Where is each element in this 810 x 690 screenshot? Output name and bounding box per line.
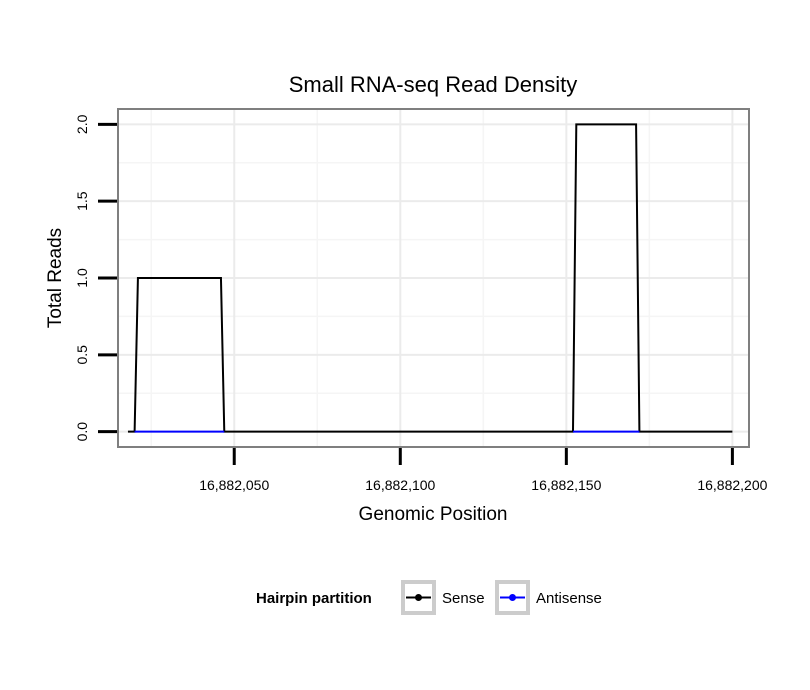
legend-item-sense: Sense	[401, 580, 485, 615]
x-tick-label: 16,882,150	[531, 477, 601, 493]
legend-key-point	[509, 594, 516, 601]
y-tick-label: 2.0	[74, 114, 90, 134]
y-tick-label: 0.0	[74, 422, 90, 442]
x-tick-label: 16,882,100	[365, 477, 435, 493]
y-tick-label: 0.5	[74, 345, 90, 365]
legend-label: Antisense	[536, 590, 602, 607]
legend: Hairpin partition Sense Antisense	[256, 580, 602, 615]
legend-item-antisense: Antisense	[495, 580, 602, 615]
chart-title: Small RNA-seq Read Density	[289, 72, 578, 97]
series-group	[127, 123, 733, 433]
legend-label: Sense	[442, 590, 485, 607]
series-sense-line	[127, 123, 733, 433]
x-tick-label: 16,882,050	[199, 477, 269, 493]
x-axis: 16,882,050 16,882,100 16,882,150 16,882,200	[199, 448, 768, 493]
y-tick-label: 1.0	[74, 268, 90, 288]
x-tick-label: 16,882,200	[697, 477, 767, 493]
y-axis-title: Total Reads	[45, 228, 66, 328]
y-tick-label: 1.5	[74, 191, 90, 211]
panel	[117, 108, 750, 448]
grid	[118, 109, 749, 447]
legend-items: Sense Antisense	[401, 580, 602, 615]
legend-key-point	[415, 594, 422, 601]
x-axis-title: Genomic Position	[359, 504, 508, 525]
legend-title: Hairpin partition	[256, 590, 372, 607]
panel-border	[117, 108, 750, 448]
y-axis: 0.0 0.5 1.0 1.5 2.0	[74, 114, 117, 441]
